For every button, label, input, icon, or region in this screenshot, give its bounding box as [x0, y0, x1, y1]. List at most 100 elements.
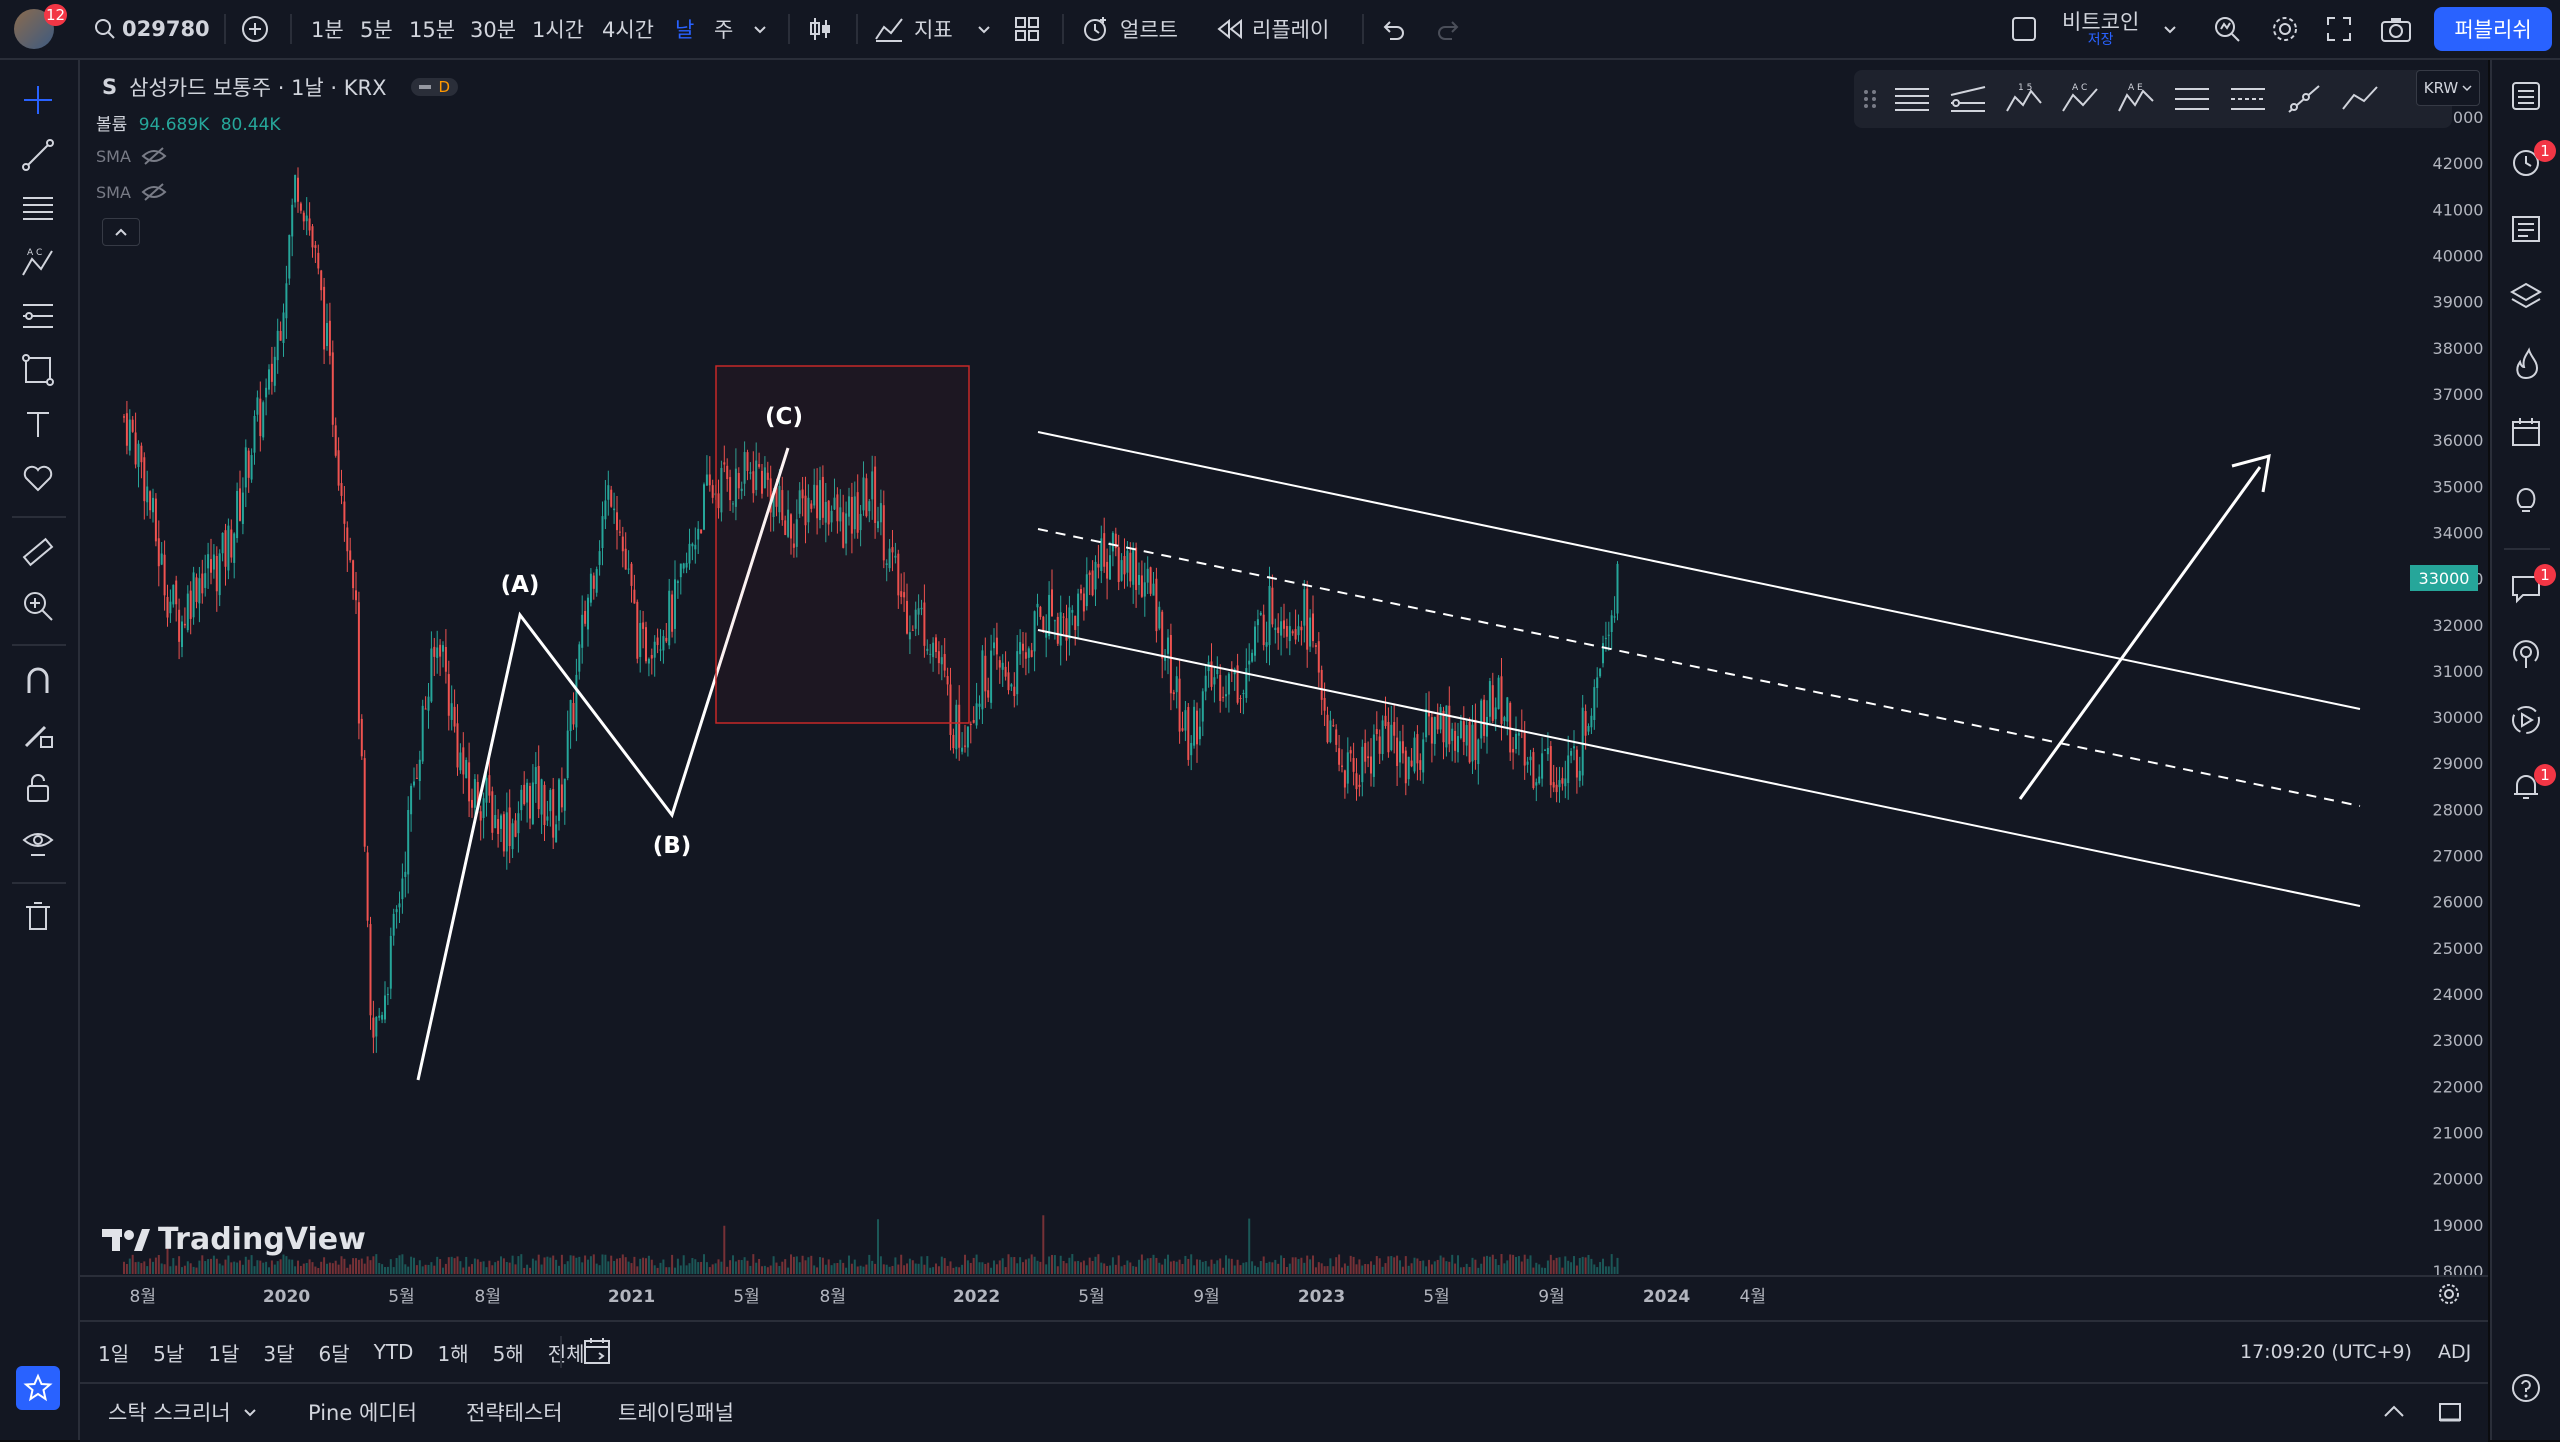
compare-button[interactable]: [240, 0, 270, 58]
lock-tool[interactable]: [16, 766, 60, 810]
path-icon[interactable]: [2340, 81, 2380, 117]
help-button[interactable]: [2504, 1366, 2548, 1410]
interval-dropdown[interactable]: [752, 0, 768, 58]
undo-button[interactable]: [1380, 0, 1406, 58]
channel-upper-line[interactable]: [1037, 431, 2361, 710]
highlight-box[interactable]: [715, 365, 970, 724]
legend-title-row[interactable]: S 삼성카드 보통주 · 1날 · KRX D: [102, 72, 459, 102]
adj-toggle[interactable]: ADJ: [2438, 1341, 2472, 1363]
calendar-button[interactable]: [2504, 410, 2548, 454]
watchlist-button[interactable]: [2504, 74, 2548, 118]
hotlists-button[interactable]: [2504, 342, 2548, 386]
fib-channel-icon[interactable]: [2228, 81, 2268, 117]
interval-30m[interactable]: 30분: [470, 18, 517, 42]
screenshot-button[interactable]: [2380, 0, 2412, 58]
magnet-tool[interactable]: [16, 658, 60, 702]
interval-5m[interactable]: 5분: [360, 18, 393, 42]
wave-15-icon[interactable]: 1 5: [2004, 81, 2044, 117]
channel-mid-line[interactable]: [1037, 528, 2361, 807]
wave-label-b[interactable]: (B): [653, 833, 692, 859]
wave-label-c[interactable]: (C): [765, 404, 803, 430]
layout-name-button[interactable]: 비트코인 저장: [2062, 0, 2139, 58]
pattern-tool[interactable]: A C: [16, 240, 60, 284]
fib-retracement-icon[interactable]: [2172, 81, 2212, 117]
alert-button[interactable]: 얼르트: [1080, 0, 1178, 58]
price-chart[interactable]: (A) (B) (C) 4300042000410004000039000380…: [80, 60, 2488, 1382]
wave-abc-icon[interactable]: A C: [2060, 81, 2100, 117]
layout-dropdown[interactable]: [2162, 0, 2178, 58]
wave-label-a[interactable]: (A): [501, 572, 540, 598]
wave-abc-line[interactable]: [416, 447, 790, 1081]
layout-checkbox[interactable]: [2012, 0, 2036, 58]
layouts-button[interactable]: [1014, 0, 1040, 58]
favorites-tool[interactable]: [16, 456, 60, 500]
sma-legend-1[interactable]: SMA: [96, 146, 167, 166]
interval-1h[interactable]: 1시간: [532, 18, 585, 42]
visibility-tool[interactable]: [16, 820, 60, 864]
channel-lower-line[interactable]: [1037, 629, 2361, 907]
quick-search-button[interactable]: [2212, 0, 2242, 58]
range-button[interactable]: YTD: [373, 1340, 414, 1364]
publish-button[interactable]: 퍼블리쉬: [2434, 7, 2552, 51]
draw-mode-tool[interactable]: [16, 712, 60, 756]
indicators-button[interactable]: 지표: [874, 0, 953, 58]
ideas-button[interactable]: [2504, 478, 2548, 522]
wave-ae-icon[interactable]: A E: [2116, 81, 2156, 117]
tab-stock-screener[interactable]: 스탁 스크리너: [108, 1384, 257, 1440]
alerts-clock-button[interactable]: [2504, 140, 2548, 184]
symbol-search[interactable]: 029780: [94, 0, 210, 58]
object-tree-button[interactable]: [2504, 274, 2548, 318]
chart-area[interactable]: (A) (B) (C) 43000 42000 41000 40000 39000 380…: [80, 60, 2488, 1382]
currency-selector[interactable]: KRW: [2416, 70, 2480, 106]
market-status[interactable]: D: [410, 78, 459, 96]
watchlist-favorite-button[interactable]: [16, 1366, 60, 1410]
replay-button[interactable]: 리플레이: [1216, 0, 1329, 58]
range-button[interactable]: 전체: [547, 1341, 585, 1366]
pitchfork-icon[interactable]: [1948, 81, 1988, 117]
tab-pine-editor[interactable]: Pine 에디터: [308, 1401, 417, 1425]
goto-date-button[interactable]: [580, 1334, 614, 1372]
volume-legend[interactable]: 볼륨 94.689K 80.44K: [96, 110, 281, 135]
zoom-tool[interactable]: [16, 584, 60, 628]
interval-week[interactable]: 주: [714, 18, 734, 42]
notifications-button[interactable]: [2504, 764, 2548, 808]
crosshair-tool[interactable]: [16, 78, 60, 122]
data-window-button[interactable]: [2504, 206, 2548, 250]
delete-drawings-tool[interactable]: [16, 894, 60, 938]
chart-type-button[interactable]: [806, 0, 834, 58]
range-button[interactable]: 3달: [263, 1341, 295, 1366]
replay-panel-button[interactable]: [2504, 698, 2548, 742]
forecast-arrow[interactable]: [2018, 466, 2262, 800]
settings-button[interactable]: [2270, 0, 2300, 58]
text-tool[interactable]: [16, 402, 60, 446]
range-button[interactable]: 1해: [437, 1341, 469, 1366]
eye-off-icon[interactable]: [141, 146, 167, 166]
chart-settings-icon[interactable]: [2437, 1282, 2461, 1306]
range-button[interactable]: 5해: [492, 1341, 524, 1366]
fullscreen-button[interactable]: [2326, 0, 2352, 58]
range-button[interactable]: 1달: [208, 1341, 240, 1366]
fib-tool[interactable]: [16, 294, 60, 338]
range-button[interactable]: 6달: [318, 1341, 350, 1366]
range-button[interactable]: 1일: [98, 1341, 130, 1366]
price-axis[interactable]: [2408, 60, 2488, 1260]
tab-trading-panel[interactable]: 트레이딩패널: [618, 1401, 734, 1425]
expand-panel-button[interactable]: [2380, 1398, 2408, 1430]
horizontal-lines-icon[interactable]: [1892, 81, 1932, 117]
shape-tool[interactable]: [16, 348, 60, 392]
horizontal-lines-tool[interactable]: [16, 186, 60, 230]
interval-1m[interactable]: 1분: [311, 18, 344, 42]
tab-strategy-tester[interactable]: 전략테스터: [466, 1401, 563, 1425]
interval-15m[interactable]: 15분: [409, 18, 456, 42]
sma-legend-2[interactable]: SMA: [96, 182, 167, 202]
redo-button[interactable]: [1436, 0, 1462, 58]
drag-handle-icon[interactable]: [1860, 84, 1880, 114]
maximize-panel-button[interactable]: [2436, 1398, 2464, 1430]
eye-off-icon[interactable]: [141, 182, 167, 202]
collapse-legend-button[interactable]: [102, 218, 140, 246]
range-button[interactable]: 5날: [153, 1341, 185, 1366]
interval-day[interactable]: 날: [675, 18, 695, 42]
ray-icon[interactable]: [2284, 81, 2324, 117]
streams-button[interactable]: [2504, 632, 2548, 676]
measure-tool[interactable]: [16, 530, 60, 574]
